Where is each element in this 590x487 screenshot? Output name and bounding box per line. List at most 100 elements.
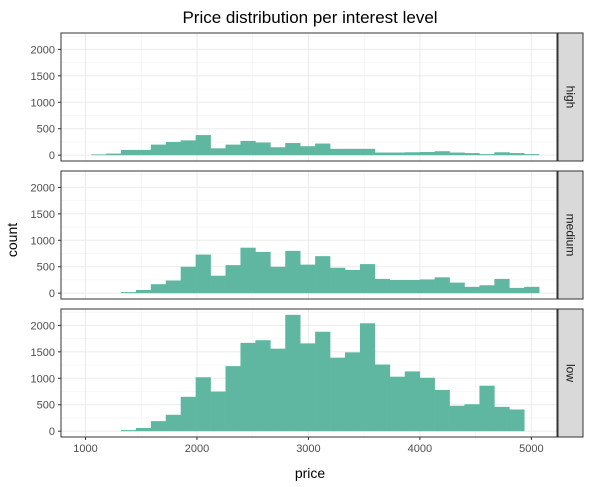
histogram-bar [240, 342, 256, 432]
histogram-bar [255, 251, 271, 294]
histogram-bar [315, 143, 331, 156]
histogram-bar [359, 148, 376, 156]
histogram-bar [120, 149, 137, 156]
y-tick-label: 0 [49, 150, 55, 162]
y-tick-label: 2000 [31, 182, 55, 194]
facet-panel-high: 0 500 1000 1500 2000 high [31, 32, 584, 162]
histogram-bar [479, 385, 495, 432]
histogram-bar [345, 269, 361, 294]
histogram-bar [270, 266, 286, 294]
facet-strip-label: medium [564, 214, 578, 257]
histogram-bar [135, 428, 152, 432]
histogram-bar [135, 290, 152, 294]
histogram-bar [345, 148, 361, 156]
y-tick-label: 0 [49, 288, 55, 300]
histogram-bar [150, 284, 167, 294]
y-tick-label: 2000 [31, 44, 55, 56]
histogram-bar [330, 267, 346, 294]
x-tick-label: 4000 [408, 443, 432, 455]
histogram-bar [524, 154, 540, 156]
y-tick-label: 500 [37, 400, 55, 412]
histogram-bar [300, 146, 316, 156]
histogram-bar [210, 275, 226, 294]
histogram-bar [285, 250, 301, 294]
histogram-bar [210, 148, 226, 156]
panel-border [60, 308, 558, 438]
histogram-bar [404, 279, 420, 294]
facet-strip [557, 170, 584, 300]
histogram-bar [285, 143, 301, 156]
panel-background [61, 33, 557, 161]
histogram-bar [479, 285, 495, 294]
histogram-bar [494, 406, 510, 432]
x-tick-label: 2000 [185, 443, 209, 455]
facet-strip [557, 308, 584, 438]
histogram-bar [419, 152, 435, 156]
histogram-bar [240, 247, 256, 294]
facet-panel-medium: 0 500 1000 1500 2000 medium [31, 170, 584, 300]
y-tick-label: 1000 [31, 373, 55, 385]
histogram-bar [419, 279, 435, 294]
x-tick-label: 3000 [296, 443, 320, 455]
histogram-bar [225, 265, 241, 294]
histogram-bar [195, 135, 211, 156]
y-tick-label: 1500 [31, 347, 55, 359]
y-tick-label: 2000 [31, 320, 55, 332]
histogram-bar [509, 287, 525, 294]
histogram-bar [225, 144, 241, 156]
y-tick-label: 0 [49, 426, 55, 438]
histogram-bar [270, 147, 286, 156]
histogram-bar [509, 153, 525, 156]
histogram-bar [210, 391, 226, 432]
histogram-bar [150, 144, 167, 156]
y-axis-title: count [4, 223, 20, 257]
histogram-bar [389, 279, 406, 294]
facet-strip [557, 32, 584, 162]
y-tick-label: 1000 [31, 97, 55, 109]
y-tick-label: 1500 [31, 71, 55, 83]
histogram-bar [165, 414, 182, 432]
histogram-bar [135, 149, 152, 156]
histogram-bar [464, 404, 480, 432]
y-tick-label: 1000 [31, 235, 55, 247]
histogram-bar [434, 151, 450, 156]
histogram-bar [449, 152, 465, 156]
y-tick-label: 500 [37, 124, 55, 136]
histogram-bar [479, 154, 495, 156]
histogram-bar [464, 153, 480, 156]
histogram-bar [404, 371, 420, 432]
histogram-bar [255, 340, 271, 432]
chart-title: Price distribution per interest level [182, 8, 437, 27]
histogram-bar [195, 254, 211, 294]
histogram-bar [330, 148, 346, 156]
histogram-bar [120, 292, 137, 294]
histogram-bar [300, 343, 316, 432]
panel-border [60, 32, 558, 162]
histogram-bar [225, 366, 241, 432]
histogram-bar [165, 141, 182, 156]
histogram-bar [494, 278, 510, 294]
histogram-bar [106, 153, 122, 156]
histogram-bar [180, 396, 196, 432]
histogram-bar [494, 152, 510, 156]
histogram-bar [374, 278, 391, 294]
y-tick-label: 500 [37, 262, 55, 274]
histogram-bar [270, 348, 286, 432]
histogram-bar [195, 377, 211, 432]
histogram-bar [180, 140, 196, 156]
histogram-bar [509, 409, 525, 432]
x-axis: 1000 2000 3000 4000 5000 [73, 437, 544, 455]
histogram-bar [120, 430, 137, 432]
histogram-bar [150, 421, 167, 432]
histogram-bar [524, 286, 540, 294]
histogram-bar [359, 264, 376, 294]
facet-strip-label: low [564, 364, 578, 382]
histogram-bar [300, 264, 316, 294]
facet-panels: 0 500 1000 1500 2000 high 0 500 1000 1500 2000 medi… [31, 32, 584, 438]
y-tick-label: 1500 [31, 209, 55, 221]
x-tick-label: 1000 [73, 443, 97, 455]
histogram-bar [345, 352, 361, 432]
x-tick-label: 5000 [519, 443, 543, 455]
facet-panel-low: 0 500 1000 1500 2000 low [31, 308, 584, 438]
histogram-bar [285, 314, 301, 432]
